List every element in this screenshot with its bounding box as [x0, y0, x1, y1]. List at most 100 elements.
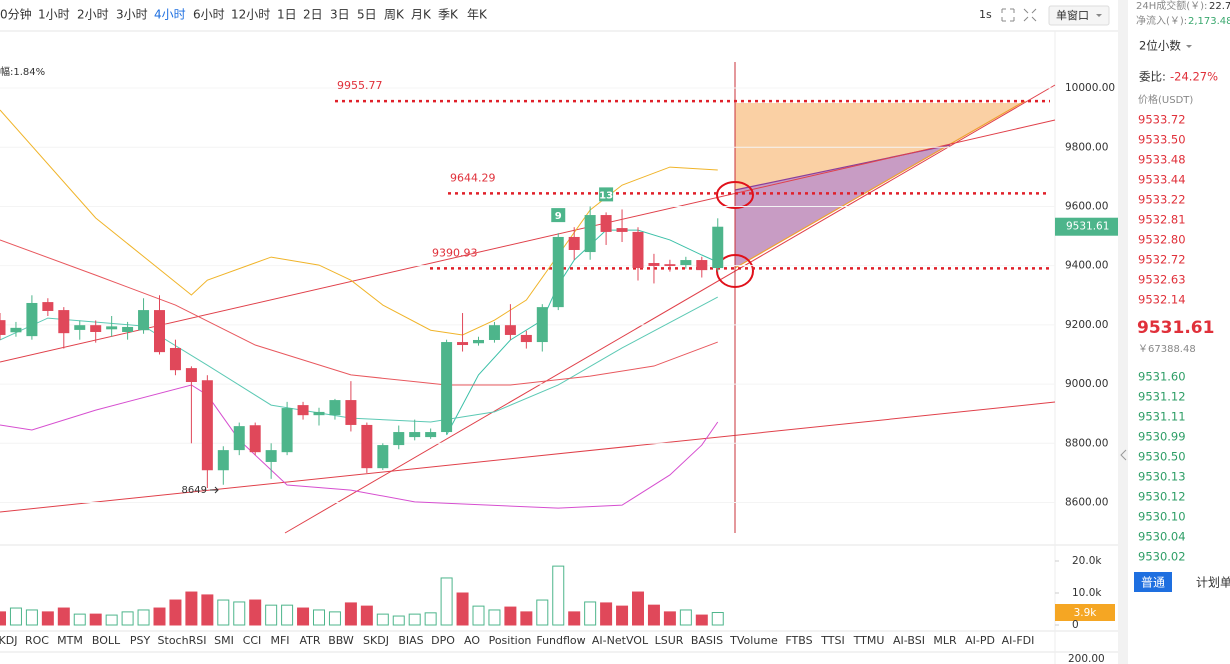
candle-body [90, 325, 102, 332]
candle-body [393, 432, 405, 446]
dropdown-caret [1096, 14, 1102, 17]
interval-tab[interactable]: 1小时 [38, 8, 70, 22]
interval-tab[interactable]: 12小时 [231, 8, 270, 22]
volume-bar [520, 611, 533, 626]
candle-body [42, 302, 54, 311]
volume-bar [57, 607, 70, 626]
indicator-tab[interactable]: MFI [270, 634, 289, 647]
indicator-tab[interactable]: BASIS [691, 634, 723, 647]
interval-tab[interactable]: 0分钟 [0, 7, 32, 22]
candle-body [281, 408, 293, 453]
indicator-tab[interactable]: Fundflow [536, 634, 585, 647]
ask-price: 9533.44 [1138, 173, 1186, 187]
candle-body [504, 325, 516, 335]
bid-price: 9530.10 [1138, 510, 1186, 524]
indicator-tab[interactable]: SKDJ [363, 634, 389, 647]
indicator-tab[interactable]: TTSI [820, 634, 844, 647]
volume-bar [73, 613, 86, 626]
volume-bar [105, 614, 118, 626]
order-tab[interactable]: 普通 [1141, 576, 1165, 590]
bid-price: 9530.12 [1138, 490, 1186, 504]
precision-caret [1186, 45, 1192, 48]
volume-bar [440, 577, 453, 626]
interval-tab[interactable]: 季K [438, 8, 459, 22]
precision[interactable]: 2位小数 [1139, 39, 1181, 53]
candle-body [58, 310, 70, 334]
interval-tab[interactable]: 2小时 [77, 8, 109, 22]
volume-tick-label: 10.0k [1072, 587, 1102, 599]
volume-bar [185, 591, 198, 626]
indicator-tab[interactable]: StochRSI [158, 634, 207, 647]
volume-bar [137, 609, 150, 626]
volume-bar [472, 605, 485, 626]
interval-tab[interactable]: 4小时 [154, 8, 186, 22]
interval-tab[interactable]: 6小时 [193, 8, 225, 22]
indicator-tab[interactable]: AI-FDI [1002, 634, 1035, 647]
last-price-label: 9531.61 [1066, 221, 1109, 233]
interval-tab[interactable]: 2日 [303, 8, 323, 22]
indicator-line [0, 109, 718, 336]
indicator-tab[interactable]: KDJ [0, 634, 17, 647]
volume-bar [297, 607, 310, 626]
window-mode-box[interactable] [1048, 5, 1110, 26]
volume-bar [360, 605, 373, 626]
indicator-tab[interactable]: MTM [57, 634, 83, 647]
collapse-arrow[interactable] [1120, 449, 1127, 461]
refresh-rate[interactable]: 1s [979, 8, 992, 21]
indicator-tab[interactable]: AI-NetVOL [592, 634, 649, 647]
interval-tab[interactable]: 月K [411, 8, 432, 22]
candle-body [552, 236, 564, 308]
indicator-tab[interactable]: Position [489, 634, 532, 647]
indicator-tab[interactable]: MLR [933, 634, 957, 647]
candle-body [361, 424, 373, 469]
candle-body [169, 347, 181, 371]
indicator-line [446, 229, 718, 436]
indicator-tab[interactable]: BIAS [398, 634, 423, 647]
volume-bar [217, 599, 230, 626]
candle-body [313, 411, 325, 416]
y-tick-label: 9400.00 [1065, 260, 1108, 272]
interval-tab[interactable]: 5日 [357, 8, 377, 22]
window-mode[interactable]: 单窗口 [1056, 8, 1089, 22]
indicator-tab[interactable]: TTMU [853, 634, 885, 647]
volume-bar [504, 606, 517, 626]
bid-price: 9530.13 [1138, 470, 1186, 484]
indicator-tab[interactable]: FTBS [785, 634, 812, 647]
td-badge [551, 208, 566, 223]
volume-bar [488, 609, 501, 626]
inflow-value: 2,173.48 [1188, 16, 1230, 27]
indicator-tab[interactable]: DPO [431, 634, 455, 647]
indicator-tab[interactable]: ATR [299, 634, 320, 647]
volume-bar [281, 604, 294, 626]
candle-body [648, 263, 660, 266]
indicator-tab[interactable]: ROC [25, 634, 49, 647]
shrink-icon[interactable] [1023, 8, 1037, 22]
candle-body [329, 400, 341, 416]
interval-tab[interactable]: 3日 [330, 8, 350, 22]
order-tab[interactable]: 计划单 [1196, 576, 1230, 590]
ask-price: 9532.81 [1138, 213, 1186, 227]
indicator-tab[interactable]: AI-BSI [893, 634, 925, 647]
interval-tab[interactable]: 年K [467, 8, 488, 22]
toolbar-icons[interactable] [1001, 8, 1037, 22]
indicator-tab[interactable]: SMI [214, 634, 234, 647]
indicator-tab[interactable]: PSY [130, 634, 151, 647]
trend-line [0, 401, 1056, 513]
indicator-tab[interactable]: TVolume [729, 634, 778, 647]
indicator-tab[interactable]: AI-PD [965, 634, 995, 647]
interval-tab[interactable]: 3小时 [116, 8, 148, 22]
indicator-tab[interactable]: CCI [243, 634, 262, 647]
indicator-tab[interactable]: AO [464, 634, 480, 647]
y-tick-label: 8800.00 [1065, 437, 1108, 449]
ask-price: 9533.50 [1138, 133, 1186, 147]
volume-bar [313, 609, 325, 626]
interval-tab[interactable]: 1日 [277, 8, 297, 22]
volume-bar [121, 611, 134, 626]
fullscreen-icon[interactable] [1001, 8, 1015, 22]
indicator-tab[interactable]: LSUR [655, 634, 684, 647]
indicator-tab[interactable]: BOLL [92, 634, 121, 647]
interval-tab[interactable]: 周K [384, 8, 405, 22]
active-tab-box[interactable] [1134, 572, 1172, 592]
indicator-tab[interactable]: BBW [328, 634, 354, 647]
trend-line [284, 84, 1056, 534]
